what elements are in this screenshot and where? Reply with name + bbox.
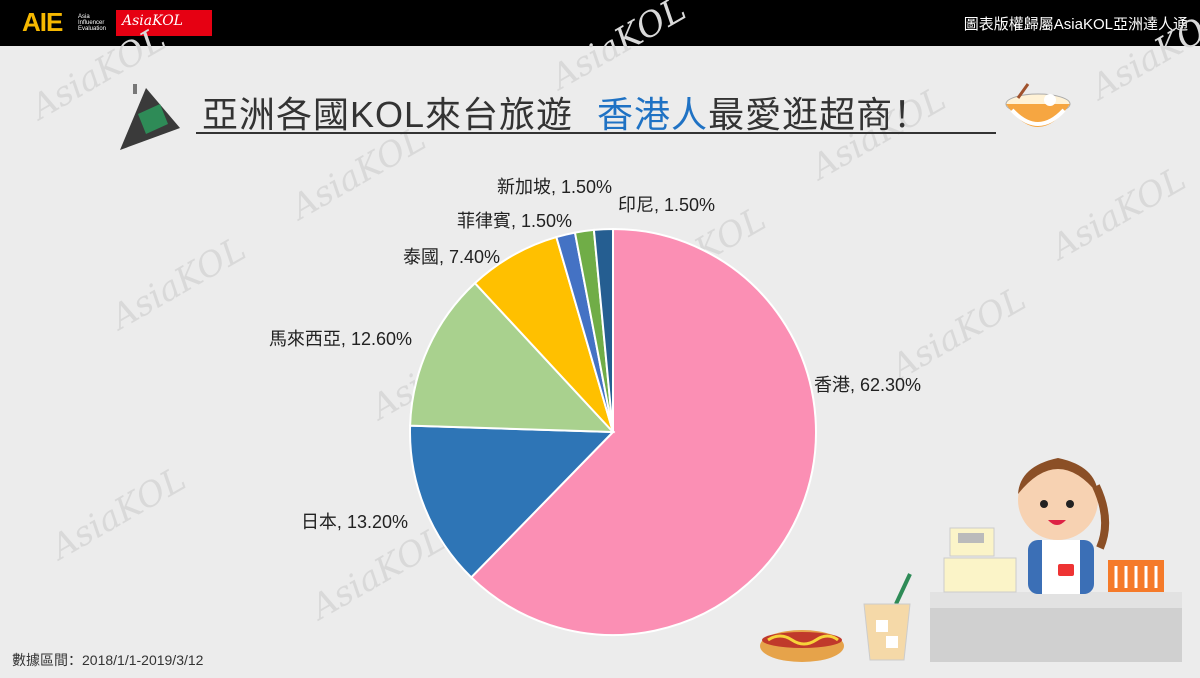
watermark-text: AsiaKOL <box>42 459 193 569</box>
pie-slice-0 <box>469 227 817 636</box>
noodle-bowl-icon <box>1005 83 1071 127</box>
pie-slice-6 <box>592 227 614 433</box>
pie-label-5: 新加坡, 1.50% <box>497 177 612 197</box>
rice-ball-icon <box>120 84 180 150</box>
pie-label-1: 日本, 13.20% <box>301 512 408 532</box>
date-range-note: 數據區間：2018/1/1-2019/3/12 <box>12 652 204 668</box>
pie-label-0: 香港, 62.30% <box>814 375 921 395</box>
iced-drink-icon <box>863 573 912 661</box>
shopping-basket-icon <box>1108 560 1164 592</box>
watermark-text: AsiaKOL <box>1042 159 1193 269</box>
title-main: 亞洲各國KOL來台旅遊 <box>202 94 574 135</box>
hotdog-icon <box>760 630 844 662</box>
watermark-text: AsiaKOL <box>302 519 453 629</box>
aie-logo-text: AIE <box>22 7 63 37</box>
title-rest: 最愛逛超商！ <box>708 94 931 135</box>
asiakol-logo: AsiaKOL <box>116 10 212 36</box>
pie-label-2: 馬來西亞, 12.60% <box>269 329 412 349</box>
pie-chart <box>409 227 817 636</box>
aie-logo-sub-3: Evaluation <box>78 26 107 32</box>
asiakol-logo-text: AsiaKOL <box>122 13 183 29</box>
page-title: 亞洲各國KOL來台旅遊 香港人最愛逛超商！ <box>202 86 930 138</box>
top-bar: AIE Asia Influencer Evaluation AsiaKOL 圖… <box>0 0 1200 46</box>
pie-label-4: 菲律賓, 1.50% <box>457 211 572 231</box>
pie-labels: 香港, 62.30% 日本, 13.20% 馬來西亞, 12.60% 泰國, 7.40… <box>269 177 921 532</box>
watermark-text: AsiaKOL <box>102 229 253 339</box>
aie-logo-sub-2: Influencer <box>78 20 105 26</box>
aie-logo-subtitle: Asia Influencer Evaluation <box>78 14 106 32</box>
pie-label-6: 印尼, 1.50% <box>618 195 715 215</box>
watermark-text: AsiaKOL <box>1082 0 1200 109</box>
store-clerk-icon <box>1018 458 1110 594</box>
pie-slice-2 <box>409 281 616 434</box>
title-highlight: 香港人 <box>597 94 709 135</box>
watermark-text: AsiaKOL <box>882 279 1033 389</box>
chart-title-area: 亞洲各國KOL來台旅遊 香港人最愛逛超商！ <box>196 80 996 135</box>
cash-register-icon <box>943 527 1017 593</box>
aie-logo: AIE Asia Influencer Evaluation <box>22 7 112 37</box>
pie-slice-1 <box>409 424 616 579</box>
pie-label-3: 泰國, 7.40% <box>403 247 500 267</box>
convenience-store-illustration <box>760 458 1182 662</box>
copyright-notice: 圖表版權歸屬AsiaKOL亞洲達人通 <box>963 16 1188 33</box>
aie-logo-sub-1: Asia <box>78 14 90 20</box>
